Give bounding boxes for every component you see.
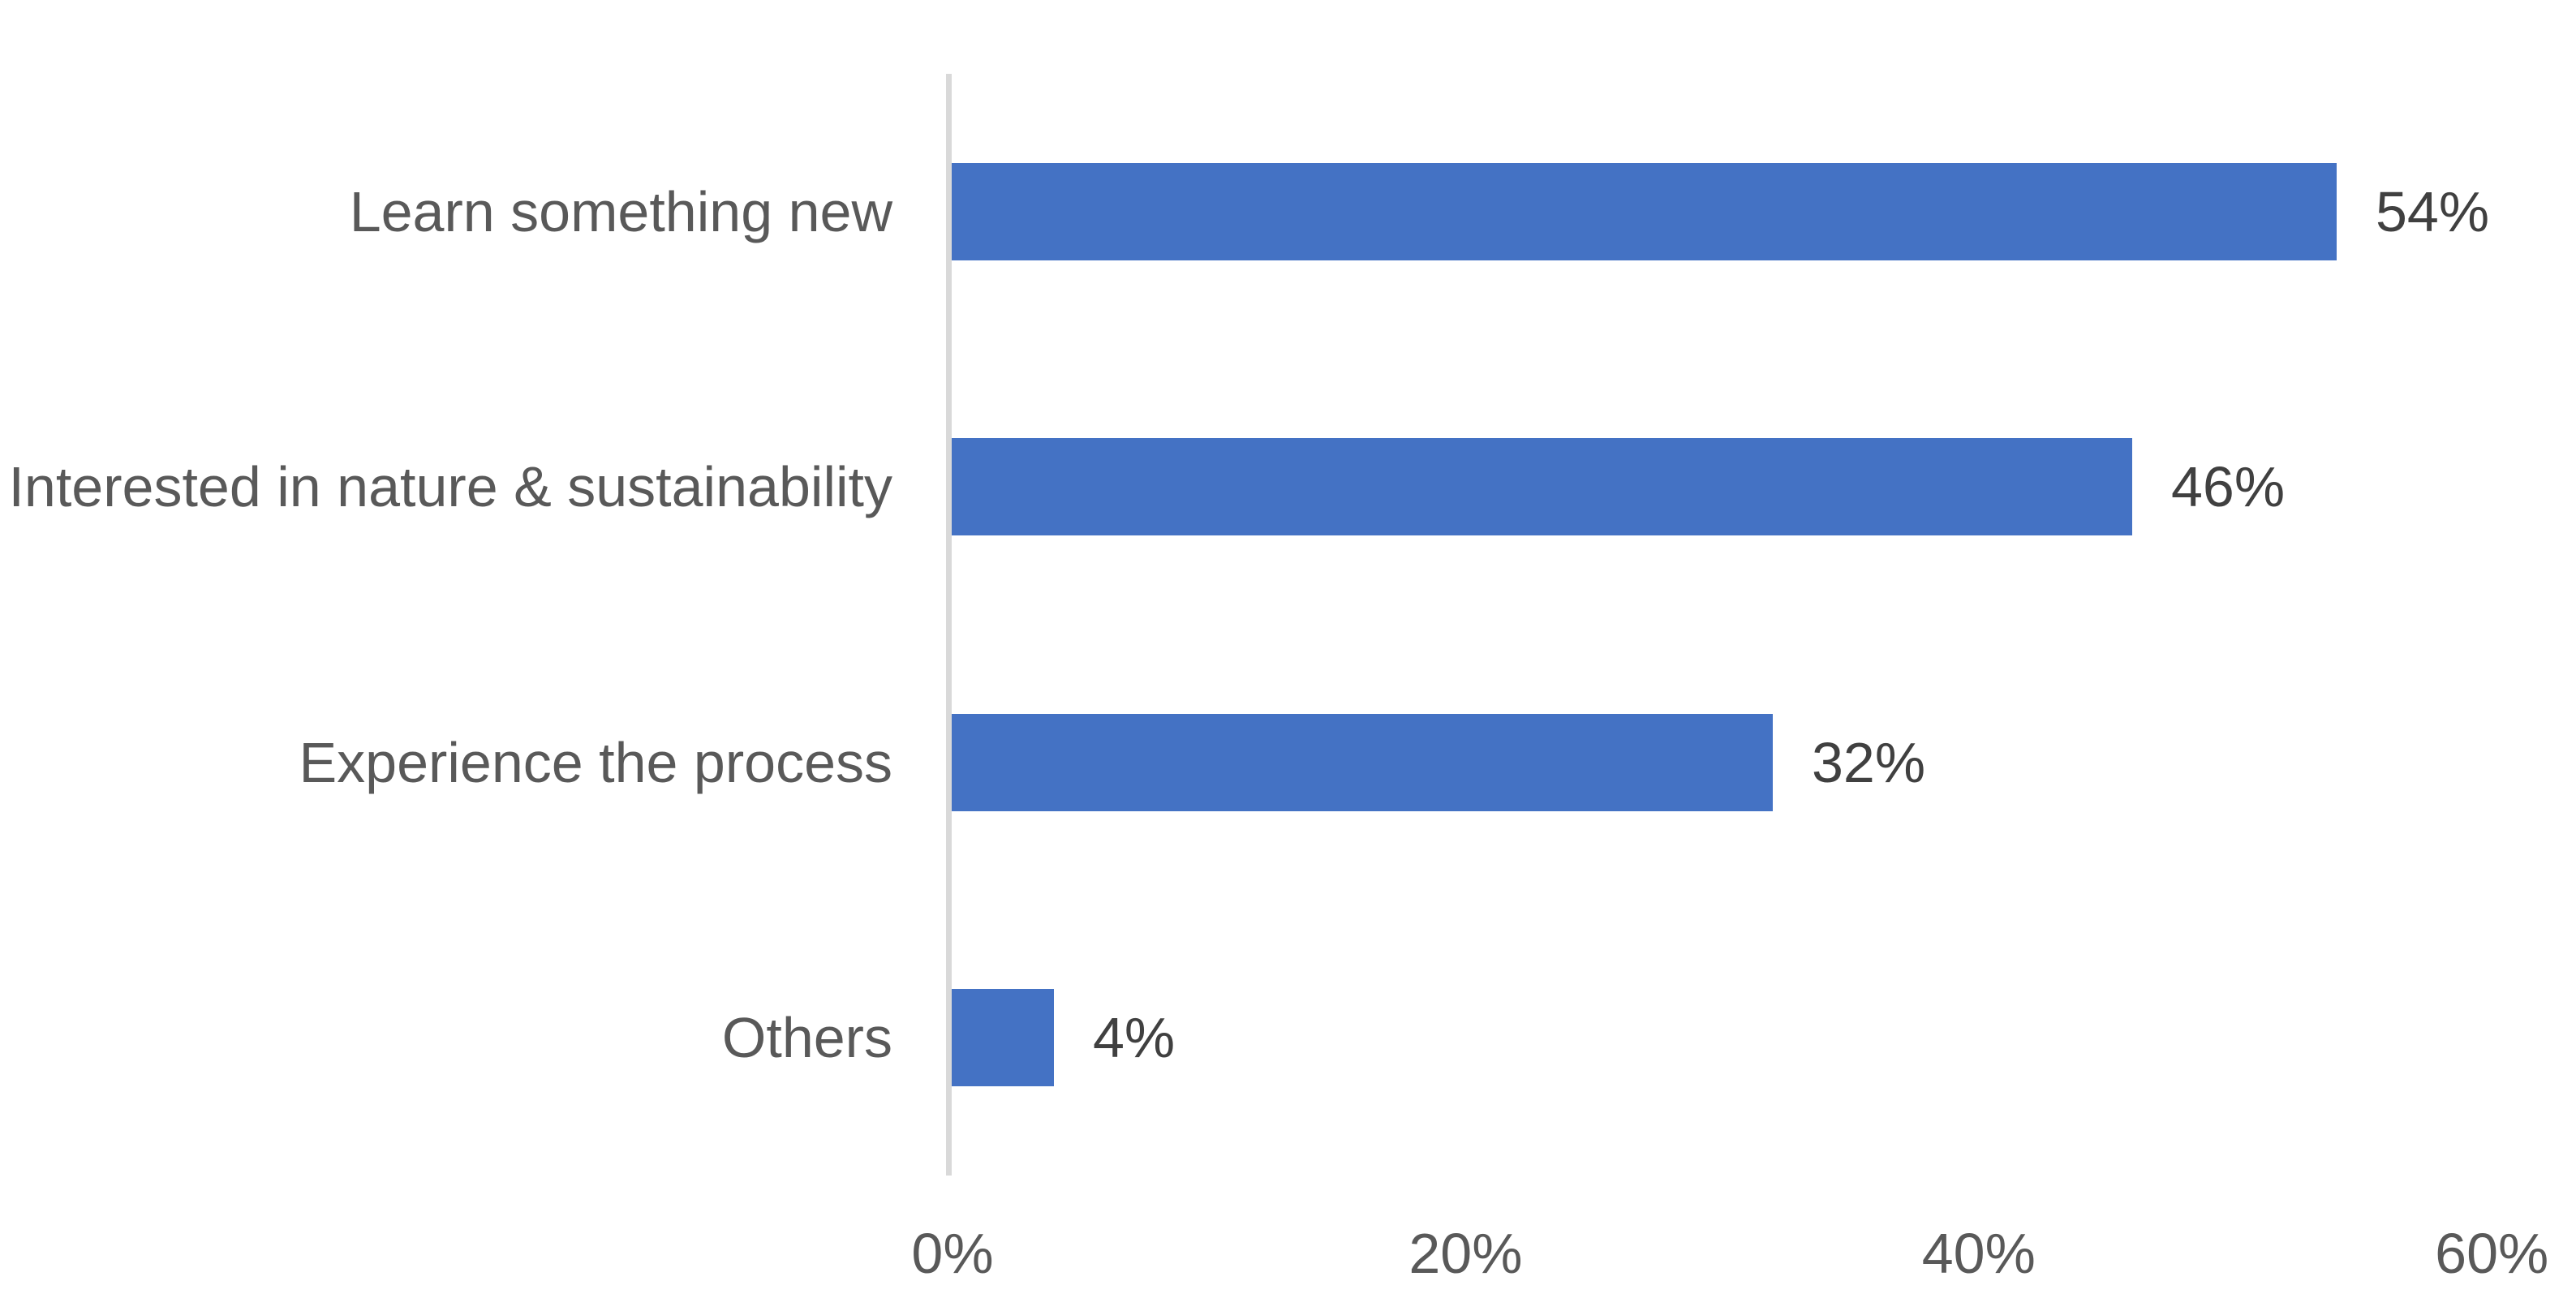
x-axis-tick-label: 40% — [1921, 1222, 2036, 1285]
bar — [952, 714, 1773, 811]
category-axis-line — [946, 74, 952, 1176]
value-label: 32% — [1812, 731, 1926, 794]
x-axis-tick-label: 0% — [911, 1222, 994, 1285]
category-label: Experience the process — [299, 731, 892, 794]
category-label: Interested in nature & sustainability — [8, 455, 892, 518]
bar — [952, 438, 2132, 535]
category-label: Learn something new — [349, 180, 892, 243]
x-axis-tick-label: 20% — [1408, 1222, 1523, 1285]
value-label: 46% — [2171, 455, 2286, 518]
bar — [952, 989, 1054, 1086]
bar — [952, 163, 2337, 260]
x-axis-tick-label: 60% — [2435, 1222, 2549, 1285]
category-label: Others — [721, 1006, 892, 1069]
value-label: 54% — [2376, 180, 2490, 243]
value-label: 4% — [1093, 1006, 1176, 1069]
